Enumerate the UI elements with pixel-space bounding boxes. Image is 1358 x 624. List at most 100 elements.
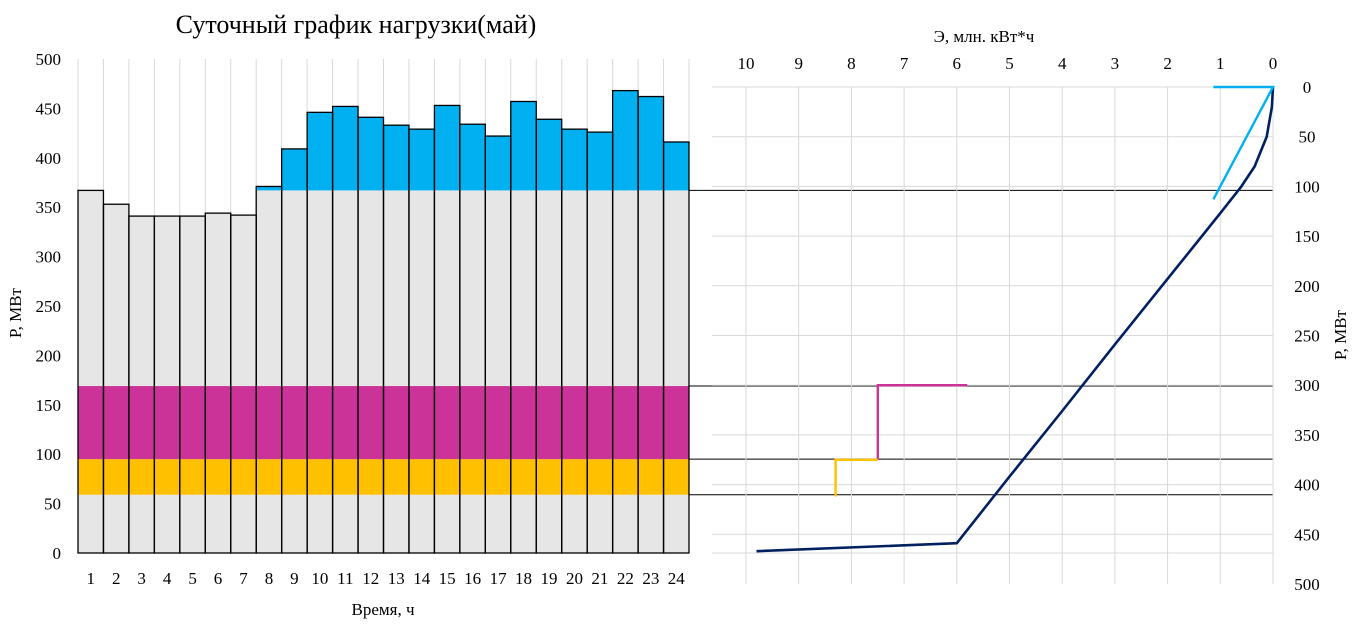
- band-segment-yellow-11: [332, 459, 359, 495]
- marker-triangle-1: [876, 384, 968, 460]
- band-segment-magenta-18: [510, 386, 537, 460]
- band-segment-yellow-18: [510, 459, 537, 495]
- band-segment-peak-15: [434, 105, 460, 191]
- band-segment-peak-24: [663, 141, 689, 191]
- band-segment-base-10: [307, 494, 333, 553]
- band-segment-base-20: [561, 494, 588, 553]
- y-tick-450: 450: [36, 99, 62, 118]
- band-segment-peak-23: [638, 96, 664, 191]
- x-tick-10: 10: [311, 569, 328, 588]
- y-tick-250: 250: [36, 297, 62, 316]
- x-tick-8: 8: [265, 569, 274, 588]
- band-segment-peak-11: [332, 106, 359, 191]
- band-segment-yellow-5: [179, 459, 206, 495]
- y-tick-300: 300: [36, 248, 62, 267]
- x-tick-11: 11: [337, 569, 353, 588]
- x-tick-labels: 10 9 8 7 6 5 4 3 2 1 0: [738, 54, 1278, 73]
- band-segment-base-11: [332, 494, 359, 553]
- band-segment-base-6: [205, 494, 231, 553]
- band-segment-magenta-2: [103, 386, 129, 460]
- band-segment-yellow-24: [663, 459, 689, 495]
- y-axis-label: P, МВт: [6, 287, 25, 338]
- x-tick-4: 4: [163, 569, 172, 588]
- band-segment-yellow-16: [459, 459, 486, 495]
- band-segment-middle-23: [638, 190, 664, 387]
- y-tick-0: 0: [53, 544, 62, 563]
- band-segment-magenta-1: [78, 386, 104, 460]
- y-tick-450: 450: [1294, 525, 1320, 544]
- load-bands: [78, 90, 689, 553]
- band-segment-magenta-11: [332, 386, 359, 460]
- band-segment-yellow-20: [561, 459, 588, 495]
- band-segment-magenta-13: [383, 386, 409, 460]
- x-tick-19: 19: [540, 569, 557, 588]
- top-axis-label: Э, млн. кВт*ч: [934, 27, 1035, 46]
- y-tick-350: 350: [1294, 426, 1320, 445]
- band-segment-magenta-12: [358, 386, 384, 460]
- band-segment-base-19: [536, 494, 562, 553]
- curve-lines: [756, 85, 1275, 553]
- load-bar-chart: Суточный график нагрузки(май) 0 50 100 150 2…: [6, 10, 690, 619]
- x-tick-4: 4: [1058, 54, 1067, 73]
- y-tick-50: 50: [1299, 128, 1316, 147]
- band-segment-middle-9: [281, 190, 308, 387]
- band-segment-yellow-13: [383, 459, 409, 495]
- band-segment-magenta-23: [638, 386, 664, 460]
- y-tick-500: 500: [1294, 575, 1320, 594]
- band-segment-middle-4: [154, 216, 180, 387]
- load-bars: [77, 89, 690, 554]
- band-segment-peak-20: [561, 129, 588, 191]
- band-segment-magenta-4: [154, 386, 180, 460]
- marker-triangle-0: [1212, 85, 1275, 200]
- band-segment-base-5: [179, 494, 206, 553]
- x-tick-16: 16: [464, 569, 481, 588]
- band-segment-magenta-24: [663, 386, 689, 460]
- band-segment-middle-12: [358, 190, 384, 387]
- x-tick-6: 6: [214, 569, 223, 588]
- band-segment-middle-3: [128, 216, 155, 387]
- band-segment-middle-24: [663, 190, 689, 387]
- y-tick-0: 0: [1303, 78, 1312, 97]
- band-segment-middle-22: [612, 190, 639, 387]
- band-segment-peak-19: [536, 119, 562, 191]
- y-tick-250: 250: [1294, 327, 1320, 346]
- band-segment-base-15: [434, 494, 460, 553]
- right-axis-label: P, МВт: [1331, 309, 1350, 360]
- band-segment-base-21: [587, 494, 613, 553]
- x-tick-9: 9: [794, 54, 803, 73]
- x-tick-2: 2: [1163, 54, 1172, 73]
- x-tick-13: 13: [388, 569, 405, 588]
- band-segment-yellow-3: [128, 459, 155, 495]
- chart-title: Суточный график нагрузки(май): [176, 10, 537, 39]
- band-segment-base-9: [281, 494, 308, 553]
- gridlines: [712, 86, 1274, 584]
- band-segment-middle-15: [434, 190, 460, 387]
- band-segment-peak-21: [587, 132, 613, 191]
- band-segment-base-18: [510, 494, 537, 553]
- band-segment-yellow-1: [78, 459, 104, 495]
- y-tick-350: 350: [36, 198, 62, 217]
- band-segment-middle-20: [561, 190, 588, 387]
- band-segment-middle-7: [230, 215, 257, 387]
- x-tick-10: 10: [738, 54, 755, 73]
- band-segment-yellow-15: [434, 459, 460, 495]
- y-tick-labels: 0 50 100 150 200 250 300 350 400 450 500: [36, 50, 62, 563]
- x-tick-0: 0: [1269, 54, 1278, 73]
- x-tick-18: 18: [515, 569, 532, 588]
- band-segment-base-8: [256, 494, 282, 553]
- y-tick-400: 400: [36, 149, 62, 168]
- band-segment-yellow-22: [612, 459, 639, 495]
- band-segment-middle-14: [408, 190, 435, 387]
- band-segment-middle-5: [179, 216, 206, 387]
- x-tick-22: 22: [617, 569, 634, 588]
- y-tick-200: 200: [36, 346, 62, 365]
- x-tick-1: 1: [1216, 54, 1225, 73]
- band-segment-base-14: [408, 494, 435, 553]
- band-segment-middle-16: [459, 190, 486, 387]
- band-segment-middle-11: [332, 190, 359, 387]
- band-segment-base-4: [154, 494, 180, 553]
- band-segment-magenta-5: [179, 386, 206, 460]
- band-segment-yellow-6: [205, 459, 231, 495]
- band-segment-yellow-12: [358, 459, 384, 495]
- y-tick-100: 100: [36, 445, 62, 464]
